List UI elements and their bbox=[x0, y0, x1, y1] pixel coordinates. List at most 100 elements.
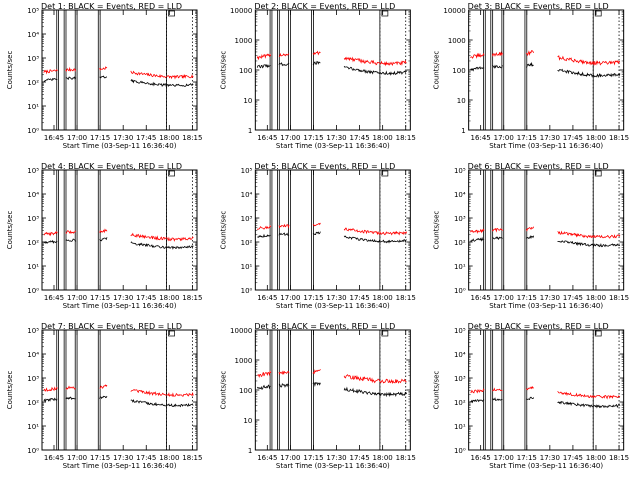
series-line-lld bbox=[470, 226, 621, 239]
plot-panel-det-7: Det 7: BLACK = Events, RED = LLD 10⁰ 10¹ 10… bbox=[6, 322, 202, 470]
y-tick-label: 10⁰ bbox=[241, 287, 253, 295]
x-axis-label: Start Time (03-Sep-11 16:36:40) bbox=[63, 302, 177, 310]
y-tick-label: 10³ bbox=[27, 55, 39, 63]
series-line-lld bbox=[43, 228, 194, 242]
plot-frame bbox=[468, 9, 625, 131]
x-tick-label: 17:30 bbox=[540, 294, 560, 302]
x-tick-label: 16:45 bbox=[44, 294, 64, 302]
plot-frame bbox=[254, 169, 411, 291]
y-tick-label: 10⁰ bbox=[27, 127, 39, 135]
y-tick-label: 100 bbox=[452, 67, 465, 75]
x-tick-label: 17:30 bbox=[113, 294, 133, 302]
y-tick-label: 1 bbox=[248, 127, 252, 135]
marker-box bbox=[594, 10, 602, 17]
series-line-events bbox=[470, 235, 621, 248]
y-tick-label: 10¹ bbox=[27, 423, 39, 431]
x-tick-label: 18:00 bbox=[159, 454, 179, 462]
x-tick-label: 17:30 bbox=[540, 134, 560, 142]
series-line-events bbox=[257, 231, 407, 244]
marker-box bbox=[381, 10, 389, 17]
x-tick-label: 18:00 bbox=[159, 294, 179, 302]
y-tick-label: 10⁵ bbox=[454, 167, 466, 175]
series-line-lld bbox=[470, 385, 621, 400]
plot-title: Det 9: BLACK = Events, RED = LLD bbox=[468, 322, 609, 331]
plot-panel-det-6: Det 6: BLACK = Events, RED = LLD 10⁰ 10¹ 10… bbox=[433, 162, 629, 310]
series-line-events bbox=[43, 237, 194, 250]
plot-title: Det 2: BLACK = Events, RED = LLD bbox=[254, 2, 395, 11]
x-tick-label: 18:15 bbox=[182, 454, 202, 462]
y-tick-label: 10⁴ bbox=[454, 351, 466, 359]
series-line-lld bbox=[43, 66, 194, 80]
x-tick-label: 18:00 bbox=[373, 454, 393, 462]
x-tick-label: 18:15 bbox=[182, 294, 202, 302]
y-tick-label: 10⁰ bbox=[27, 447, 39, 455]
y-axis-label: Counts/sec bbox=[433, 51, 441, 90]
plot-title: Det 8: BLACK = Events, RED = LLD bbox=[254, 322, 395, 331]
series-line-events bbox=[470, 396, 621, 409]
x-tick-label: 17:15 bbox=[90, 294, 110, 302]
y-tick-label: 10⁰ bbox=[454, 447, 466, 455]
plot-panel-det-1: Det 1: BLACK = Events, RED = LLD 10⁰ 10¹ 10… bbox=[6, 2, 202, 150]
x-tick-label: 18:15 bbox=[396, 454, 416, 462]
x-tick-label: 17:15 bbox=[303, 134, 323, 142]
y-axis-label: Counts/sec bbox=[219, 211, 227, 250]
plot-panel-det-5: Det 5: BLACK = Events, RED = LLD 10⁰ 10¹ 10… bbox=[219, 162, 415, 310]
x-tick-label: 17:45 bbox=[563, 294, 583, 302]
y-tick-label: 10⁵ bbox=[27, 7, 39, 15]
x-tick-label: 17:15 bbox=[517, 294, 537, 302]
x-tick-label: 16:45 bbox=[257, 294, 277, 302]
y-tick-label: 10⁵ bbox=[27, 167, 39, 175]
y-tick-label: 10000 bbox=[443, 7, 465, 15]
y-tick-label: 1000 bbox=[235, 37, 253, 45]
y-tick-label: 10³ bbox=[454, 375, 466, 383]
plot-title: Det 4: BLACK = Events, RED = LLD bbox=[41, 162, 182, 171]
plot-frame bbox=[468, 329, 625, 451]
series-line-lld bbox=[257, 368, 407, 385]
x-tick-label: 18:00 bbox=[586, 454, 606, 462]
x-tick-label: 17:45 bbox=[563, 134, 583, 142]
x-tick-label: 17:00 bbox=[280, 294, 300, 302]
plot-title: Det 5: BLACK = Events, RED = LLD bbox=[254, 162, 395, 171]
x-axis-label: Start Time (03-Sep-11 16:36:40) bbox=[63, 462, 177, 470]
y-tick-label: 10¹ bbox=[454, 263, 466, 271]
y-tick-label: 10⁴ bbox=[241, 191, 253, 199]
x-tick-label: 17:15 bbox=[90, 454, 110, 462]
y-tick-label: 10³ bbox=[241, 215, 253, 223]
marker-box bbox=[381, 330, 389, 337]
x-tick-label: 17:30 bbox=[326, 134, 346, 142]
y-axis-label: Counts/sec bbox=[219, 371, 227, 410]
x-tick-label: 16:45 bbox=[44, 454, 64, 462]
marker-box bbox=[594, 170, 602, 177]
x-axis-label: Start Time (03-Sep-11 16:36:40) bbox=[489, 462, 603, 470]
x-tick-label: 17:30 bbox=[540, 454, 560, 462]
plot-frame bbox=[41, 9, 198, 131]
series-line-lld bbox=[470, 50, 621, 66]
y-tick-label: 10⁴ bbox=[27, 351, 39, 359]
y-tick-label: 100 bbox=[239, 67, 252, 75]
y-tick-label: 100 bbox=[239, 387, 252, 395]
marker-box bbox=[594, 330, 602, 337]
marker-box bbox=[168, 10, 175, 17]
plot-panel-det-3: Det 3: BLACK = Events, RED = LLD 1 10 100 10… bbox=[433, 2, 629, 150]
x-tick-label: 17:30 bbox=[113, 134, 133, 142]
y-axis-label: Counts/sec bbox=[433, 211, 441, 250]
y-tick-label: 10² bbox=[454, 399, 466, 407]
y-tick-label: 10 bbox=[243, 97, 252, 105]
y-tick-label: 10⁴ bbox=[27, 191, 39, 199]
plot-frame bbox=[41, 169, 198, 291]
series-line-events bbox=[256, 60, 407, 76]
x-tick-label: 17:45 bbox=[136, 294, 156, 302]
series-line-lld bbox=[43, 384, 194, 398]
x-tick-label: 17:45 bbox=[349, 294, 369, 302]
y-tick-label: 10⁵ bbox=[454, 327, 466, 335]
x-tick-label: 17:15 bbox=[303, 454, 323, 462]
x-tick-label: 17:30 bbox=[326, 454, 346, 462]
plot-title: Det 7: BLACK = Events, RED = LLD bbox=[41, 322, 182, 331]
x-tick-label: 18:00 bbox=[373, 134, 393, 142]
x-axis-label: Start Time (03-Sep-11 16:36:40) bbox=[276, 302, 390, 310]
x-tick-label: 16:45 bbox=[257, 454, 277, 462]
x-tick-label: 17:15 bbox=[303, 294, 323, 302]
x-tick-label: 17:45 bbox=[563, 454, 583, 462]
x-axis-label: Start Time (03-Sep-11 16:36:40) bbox=[489, 302, 603, 310]
